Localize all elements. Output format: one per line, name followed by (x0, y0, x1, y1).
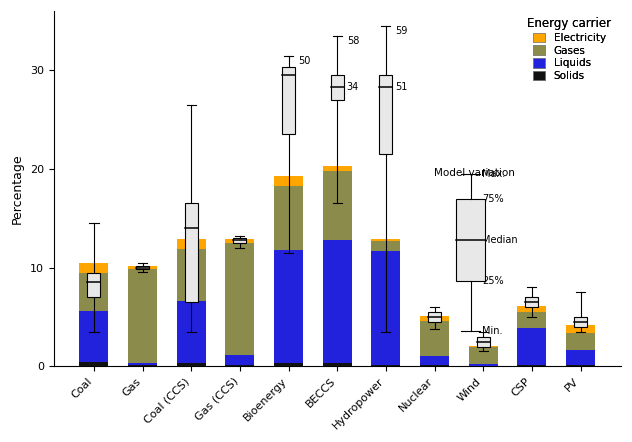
Bar (322, 166, 352, 171)
Bar (282, 67, 295, 134)
Bar (371, 365, 401, 366)
Bar (225, 365, 255, 366)
Text: 59: 59 (396, 26, 408, 36)
Bar (371, 241, 401, 251)
Legend: Electricity, Gases, Liquids, Solids: Electricity, Gases, Liquids, Solids (523, 13, 616, 85)
Bar (87, 273, 100, 297)
Bar (225, 244, 255, 355)
Text: Median: Median (482, 235, 518, 245)
Bar (128, 266, 157, 269)
Bar (371, 251, 401, 365)
Bar (566, 325, 595, 333)
Bar (322, 171, 352, 240)
Bar (128, 269, 157, 363)
Text: Min.: Min. (482, 326, 502, 336)
Bar (456, 199, 485, 281)
Bar (79, 263, 109, 273)
Bar (420, 316, 449, 321)
Bar (274, 363, 303, 366)
Bar (420, 321, 449, 356)
Bar (371, 239, 401, 241)
Bar (468, 347, 498, 364)
Bar (574, 317, 587, 327)
Bar (517, 305, 547, 312)
Bar (322, 240, 352, 363)
Text: 51: 51 (396, 82, 408, 92)
Bar (274, 176, 303, 186)
Y-axis label: Percentage: Percentage (11, 153, 24, 224)
Bar (176, 301, 206, 363)
Bar (79, 362, 109, 366)
Bar (79, 311, 109, 362)
Bar (428, 312, 441, 322)
Bar (420, 365, 449, 366)
Text: 25%: 25% (482, 276, 504, 286)
Bar (233, 238, 246, 243)
Bar (517, 365, 547, 366)
Bar (79, 273, 109, 311)
Bar (566, 333, 595, 351)
Bar (420, 356, 449, 365)
Bar (468, 346, 498, 347)
Bar (379, 75, 392, 154)
Bar (225, 239, 255, 244)
Bar (331, 75, 344, 100)
Bar (136, 266, 149, 269)
Bar (477, 337, 490, 347)
Text: 58: 58 (347, 36, 359, 46)
Bar (185, 203, 198, 302)
Bar (322, 363, 352, 366)
Bar (225, 355, 255, 365)
Bar (176, 249, 206, 301)
Bar (517, 328, 547, 365)
Text: Max.: Max. (482, 169, 505, 179)
Bar (128, 365, 157, 366)
Bar (176, 239, 206, 249)
Bar (176, 363, 206, 366)
Bar (468, 364, 498, 366)
Text: 75%: 75% (482, 194, 504, 204)
Bar (128, 363, 157, 365)
Text: 50: 50 (298, 56, 310, 65)
Bar (525, 297, 538, 307)
Text: 34: 34 (347, 82, 359, 92)
Bar (566, 351, 595, 365)
Bar (274, 250, 303, 363)
Bar (566, 365, 595, 366)
Bar (274, 186, 303, 250)
Text: Model variation: Model variation (434, 168, 514, 178)
Bar (517, 312, 547, 328)
